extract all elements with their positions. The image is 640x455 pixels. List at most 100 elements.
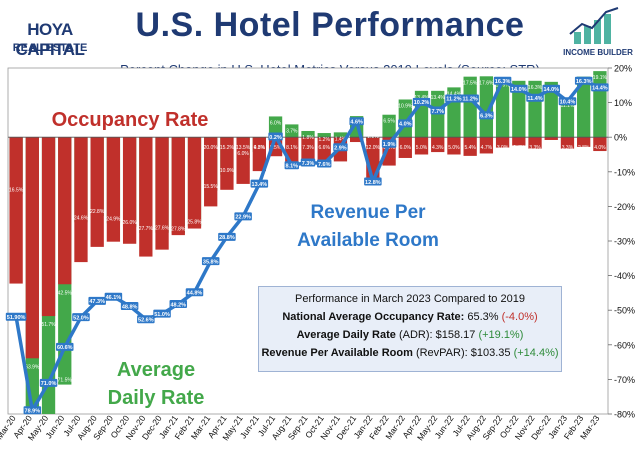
occupancy-bar xyxy=(139,137,153,257)
revpar-label: Revenue Per Available Room xyxy=(261,347,413,359)
occupancy-data-label: 28.3% xyxy=(171,241,186,247)
revpar-data-label: 14.0% xyxy=(543,87,559,93)
revpar-label-bg xyxy=(300,158,316,167)
adr-data-label: 24.9% xyxy=(106,216,121,222)
adr-data-label: 1.1% xyxy=(367,134,379,140)
adr-data-label: 17.5% xyxy=(463,81,478,87)
revpar-label-bg xyxy=(23,406,42,415)
y-tick-label: -50% xyxy=(614,306,635,316)
occupancy-data-label: 2.8% xyxy=(578,145,590,151)
occupancy-bar xyxy=(495,137,510,148)
occupancy-bar xyxy=(528,137,542,149)
occupancy-data-label: 3.3% xyxy=(529,145,541,151)
occupancy-bar xyxy=(560,137,575,149)
revpar-data-label: 0.2% xyxy=(269,135,282,141)
adr-data-label: 16.5% xyxy=(9,187,24,193)
adr-data-label: 17.6% xyxy=(479,80,494,86)
adr-data-label: 10.9% xyxy=(398,103,413,109)
adr-bar xyxy=(301,130,315,138)
revpar-data-label: 10.4% xyxy=(560,100,576,106)
summary-revpar: Revenue Per Available Room (RevPAR): $10… xyxy=(259,347,561,359)
revpar-label-suffix: (RevPAR): xyxy=(415,347,468,359)
occupancy-data-label: 32.5% xyxy=(155,256,170,262)
occupancy-bar xyxy=(74,137,88,263)
revpar-label-bg xyxy=(5,312,27,321)
logo-main-text: HOYA CAPITAL xyxy=(15,20,85,59)
revpar-label-bg xyxy=(493,76,512,85)
occupancy-bar xyxy=(285,137,299,166)
revpar-value: $103.35 xyxy=(470,347,511,359)
occupancy-bar xyxy=(9,137,23,284)
occupancy-data-label: 63.9% xyxy=(25,364,40,370)
adr-bar xyxy=(382,114,396,138)
occupancy-data-label: 31.7% xyxy=(90,253,105,259)
occupancy-data-label: 15.2% xyxy=(220,145,235,151)
occupancy-bar xyxy=(577,137,591,147)
occupancy-data-label: 9.8% xyxy=(254,145,266,151)
occupancy-bar xyxy=(90,137,104,247)
occupancy-bar xyxy=(447,137,461,155)
occupancy-data-label: 42.3% xyxy=(9,290,24,296)
revpar-data-label: 11.4% xyxy=(527,96,542,102)
revpar-data-label: 7.7% xyxy=(431,109,444,115)
revpar-data-label: 7.3% xyxy=(302,161,315,167)
revpar-label-bg xyxy=(364,177,382,186)
occupancy-bar xyxy=(479,137,494,154)
occupancy-bar xyxy=(544,137,558,140)
adr-bar xyxy=(544,81,558,138)
revpar-data-label: 10.2% xyxy=(414,100,430,106)
y-tick-label: 0% xyxy=(614,133,627,143)
adr-bar xyxy=(333,132,348,138)
occupancy-bar xyxy=(414,137,429,155)
revpar-data-label: 2.9% xyxy=(334,146,347,152)
adr-bar xyxy=(463,76,477,138)
adr-data-label: 3.7% xyxy=(286,128,298,134)
occupancy-data-label: 30.8% xyxy=(123,250,138,256)
occupancy-bar xyxy=(350,137,364,143)
y-tick-label: -60% xyxy=(614,340,635,350)
occupancy-data-label: 5.0% xyxy=(416,145,428,151)
occupancy-data-label: 26.4% xyxy=(187,235,202,241)
hoya-capital-logo: HOYA CAPITAL REAL ESTATE xyxy=(6,6,94,68)
y-tick-label: -30% xyxy=(614,237,635,247)
adr-data-label: 22.8% xyxy=(90,209,105,215)
revpar-label-bg xyxy=(218,232,236,241)
revpar-label-bg xyxy=(104,292,123,301)
occupancy-data-label: 3.0% xyxy=(497,145,509,151)
occupancy-bar xyxy=(301,137,315,163)
revpar-data-label: 11.2% xyxy=(463,97,478,103)
occupancy-data-label: 13.5% xyxy=(236,145,251,151)
revpar-label-bg xyxy=(510,84,528,93)
revpar-label-bg xyxy=(461,94,479,103)
adr-bar xyxy=(512,80,526,138)
y-tick-label: 10% xyxy=(614,98,632,108)
occupancy-data-label: 5.5% xyxy=(270,145,282,151)
adr-data-label: 1.4% xyxy=(335,136,347,142)
revpar-label-bg xyxy=(284,161,299,170)
occupancy-data-label: 12.0% xyxy=(366,145,381,151)
revpar-label-bg xyxy=(185,288,204,297)
occupancy-bar xyxy=(220,137,234,190)
revpar-label-bg xyxy=(268,132,283,141)
adr-data-label: 27.6% xyxy=(155,226,170,232)
adr-data-label: 71.5% xyxy=(58,378,73,384)
revpar-data-label: 14.0% xyxy=(511,87,527,93)
occupancy-bar xyxy=(317,137,331,161)
occupancy-data-label: 2.4% xyxy=(513,145,525,151)
revpar-label-bg xyxy=(333,143,348,152)
revpar-data-label: 13.4% xyxy=(252,182,268,188)
revpar-label-bg xyxy=(398,119,413,128)
occ-change: (-4.0%) xyxy=(501,311,538,323)
adr-data-label: 6.0% xyxy=(237,151,249,157)
occupancy-data-label: 4.7% xyxy=(481,145,493,151)
occupancy-data-label: 5.4% xyxy=(464,145,476,151)
y-tick-label: 20% xyxy=(614,64,632,74)
y-tick-label: -80% xyxy=(614,410,635,420)
adr-bar xyxy=(317,133,331,138)
revpar-data-label: 48.8% xyxy=(122,304,138,310)
revpar-data-label: 4.6% xyxy=(350,120,363,126)
adr-bar xyxy=(268,116,283,138)
occupancy-bar xyxy=(106,137,121,242)
adr-data-label: 19.1% xyxy=(593,75,608,81)
